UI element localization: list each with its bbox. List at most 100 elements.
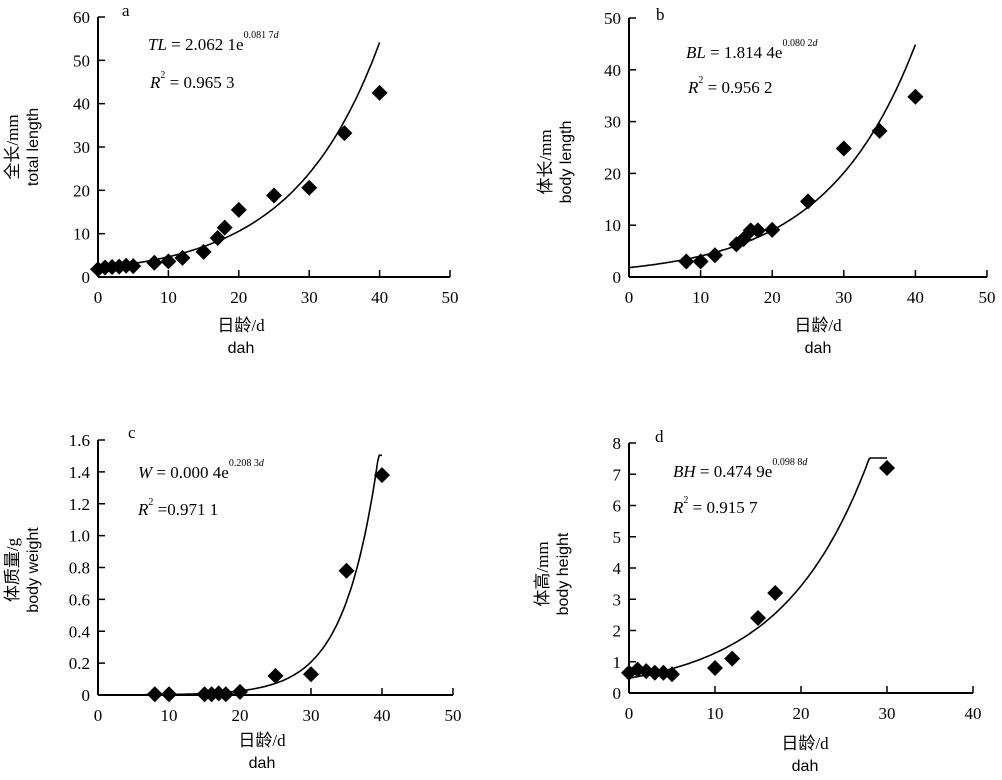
x-tick-label: 30 xyxy=(835,288,852,307)
x-tick-label: 50 xyxy=(442,288,459,307)
y-tick-label: 5 xyxy=(613,528,622,547)
panel-c: 0 0.2 0.4 0.6 0.8 1.0 1.2 1.4 1.6 0 10 20 30 40 50 c 体质量… xyxy=(3,423,462,772)
equation-variable: BH xyxy=(673,462,697,481)
data-point xyxy=(907,88,924,105)
x-tick-label: 10 xyxy=(160,288,177,307)
y-axis-label: 全长/mm total length xyxy=(3,108,42,186)
y-axis-label-en: total length xyxy=(25,108,42,186)
x-axis-label-cn: 日龄/d xyxy=(781,734,829,753)
y-tick-label: 0 xyxy=(82,686,91,705)
y-axis-label-cn: 全长/mm xyxy=(3,114,22,179)
data-point xyxy=(678,253,695,270)
panel-letter: d xyxy=(655,427,664,446)
panel-letter: a xyxy=(122,1,130,20)
y-tick-label: 8 xyxy=(613,434,622,453)
y-axis-label-cn: 体长/mm xyxy=(536,129,555,194)
y-tick-label: 1.2 xyxy=(69,495,90,514)
x-tick-label: 30 xyxy=(303,706,320,725)
y-tick-label: 1 xyxy=(613,653,622,672)
y-tick-label: 60 xyxy=(73,8,90,27)
x-tick-label: 20 xyxy=(230,288,247,307)
y-tick-label: 0.8 xyxy=(69,559,90,578)
x-axis-label-en: dah xyxy=(805,340,832,357)
y-tick-label: 20 xyxy=(73,181,90,200)
y-tick-label: 30 xyxy=(73,138,90,157)
x-tick-label: 30 xyxy=(879,704,896,723)
y-axis-label: 体质量/g body weight xyxy=(3,527,42,613)
equation-exponent: 0.080 2 xyxy=(782,38,812,49)
data-point xyxy=(646,664,663,681)
panel-d: 0 1 2 3 4 5 6 7 8 0 10 20 30 40 d 体高/mm body height 日龄/d d… xyxy=(533,427,982,775)
data-point xyxy=(301,179,318,196)
y-tick-label: 1.4 xyxy=(69,463,91,482)
data-point xyxy=(217,686,234,703)
y-tick-label: 40 xyxy=(73,95,90,114)
r-superscript: 2 xyxy=(683,495,688,506)
y-tick-label: 10 xyxy=(73,225,90,244)
x-axis-label-cn: 日龄/d xyxy=(794,316,842,335)
data-point xyxy=(749,222,766,239)
x-tick-label: 20 xyxy=(232,706,249,725)
data-point xyxy=(160,253,177,270)
r-squared: R2 =0.971 1 xyxy=(137,497,218,519)
r-symbol: R xyxy=(137,500,149,519)
x-tick-label: 50 xyxy=(979,288,996,307)
data-point xyxy=(767,585,784,601)
data-point xyxy=(692,253,709,270)
y-tick-label: 0 xyxy=(613,684,622,703)
x-tick-label: 20 xyxy=(764,288,781,307)
y-tick-label: 0.2 xyxy=(69,654,90,673)
r-superscript: 2 xyxy=(160,70,165,81)
fit-curve xyxy=(628,457,887,679)
y-axis-label-cn: 体高/mm xyxy=(533,541,552,606)
r-squared: R2 = 0.965 3 xyxy=(149,70,234,92)
r-squared-value: = 0.965 3 xyxy=(165,73,234,92)
r-squared-value: =0.971 1 xyxy=(153,500,218,519)
y-tick-label: 1.6 xyxy=(69,431,90,450)
data-point xyxy=(764,221,781,238)
y-tick-label: 10 xyxy=(604,216,621,235)
y-axis-label-en: body weight xyxy=(25,527,42,613)
y-tick-label: 40 xyxy=(604,61,621,80)
data-point xyxy=(230,201,247,218)
x-tick-label: 50 xyxy=(445,706,462,725)
data-point xyxy=(707,660,723,676)
y-tick-label: 0.6 xyxy=(69,590,90,609)
data-point xyxy=(706,247,723,264)
x-tick-label: 10 xyxy=(161,706,178,725)
y-axis-label-cn: 体质量/g xyxy=(3,537,22,602)
r-squared: R2 = 0.956 2 xyxy=(687,75,772,97)
x-axis-label-en: dah xyxy=(792,758,819,775)
y-tick-label: 50 xyxy=(73,51,90,70)
equation-body: = 2.062 1e xyxy=(167,35,244,54)
data-point xyxy=(161,686,177,703)
y-tick-label: 2 xyxy=(613,622,622,641)
equation-exponent-var: d xyxy=(802,457,808,468)
equation-variable: W xyxy=(138,463,154,482)
y-tick-label: 7 xyxy=(613,465,622,484)
y-axis-label: 体长/mm body length xyxy=(536,121,575,204)
x-tick-label: 10 xyxy=(692,288,709,307)
x-tick-label: 40 xyxy=(371,288,388,307)
data-point xyxy=(374,467,390,484)
x-tick-label: 30 xyxy=(301,288,318,307)
equation-exponent-var: d xyxy=(274,30,280,41)
y-tick-label: 6 xyxy=(613,497,622,516)
x-tick-label: 0 xyxy=(94,706,103,725)
x-axis-label-en: dah xyxy=(228,340,255,357)
y-tick-label: 0 xyxy=(82,268,91,287)
fit-curve xyxy=(98,454,382,696)
x-tick-label: 0 xyxy=(625,704,634,723)
y-tick-label: 0 xyxy=(613,268,622,287)
x-tick-label: 40 xyxy=(965,704,982,723)
y-tick-label: 3 xyxy=(613,590,622,609)
equation-exponent-var: d xyxy=(259,458,265,469)
x-tick-label: 10 xyxy=(707,704,724,723)
data-point xyxy=(303,666,319,683)
data-point xyxy=(800,193,816,210)
data-point xyxy=(724,650,741,667)
r-symbol: R xyxy=(672,498,684,517)
data-point xyxy=(216,219,233,236)
y-axis-label-en: body length xyxy=(558,121,575,204)
